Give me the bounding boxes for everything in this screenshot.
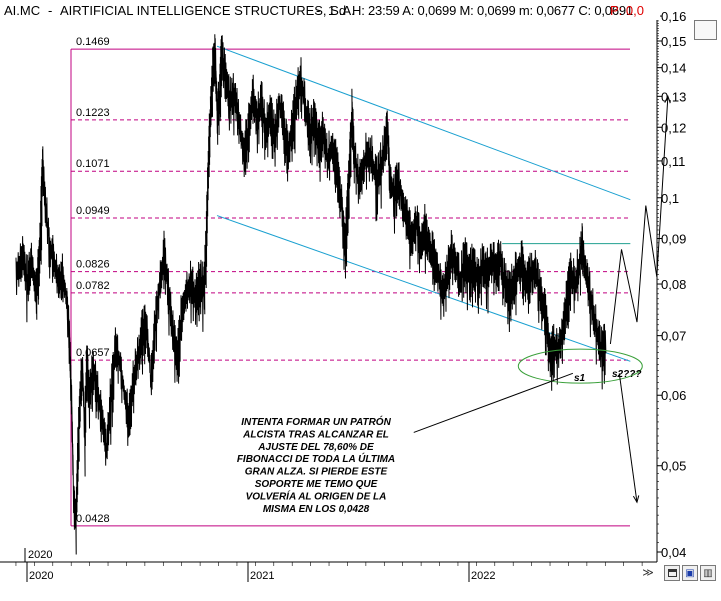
note-line: AJUSTE DEL 78,60% DE xyxy=(257,442,374,453)
arrowhead xyxy=(632,495,640,504)
y-tick-label: 0,16 xyxy=(661,9,686,24)
fib-level-label: 0.0428 xyxy=(76,513,110,525)
note-line: INTENTA FORMAR UN PATRÓN xyxy=(241,415,391,428)
separator: - xyxy=(316,3,321,18)
y-tick-label: 0,08 xyxy=(661,277,686,292)
x-tick-label: 2022 xyxy=(471,570,495,582)
y-tick-label: 0,11 xyxy=(661,154,685,169)
y-tick-label: 0,14 xyxy=(661,61,686,76)
fib-level-label: 0.0782 xyxy=(76,280,110,292)
fib-level-label: 0.0949 xyxy=(76,205,110,217)
note-line: ALCISTA TRAS ALCANZAR EL xyxy=(242,429,389,440)
ohlc-readout: H: 23:59 A: 0,0699 M: 0,0699 m: 0,0677 C… xyxy=(352,3,633,18)
window-icon[interactable] xyxy=(664,565,680,581)
ticker-label: AI.MC xyxy=(4,3,41,18)
note-line: MISMA EN LOS 0,0428 xyxy=(263,504,370,515)
chart-header: AI.MC - AIRTIFICIAL INTELLIGENCE STRUCTU… xyxy=(0,0,660,20)
company-name: AIRTIFICIAL INTELLIGENCE STRUCTURES, S.A… xyxy=(60,3,355,18)
y-tick-label: 0,06 xyxy=(661,388,686,403)
y-tick-label: 0,09 xyxy=(661,231,686,246)
fib-level-label: 0.1223 xyxy=(76,107,110,119)
y-tick-label: 0,1 xyxy=(661,191,679,206)
scroll-right-icon[interactable]: ≫ xyxy=(642,566,654,579)
toolbar-box[interactable] xyxy=(694,20,717,40)
note-pointer-line xyxy=(413,372,574,433)
corner-year-label: 2020 xyxy=(28,549,52,561)
note-line: SOPORTE ME TEMO QUE xyxy=(255,479,378,490)
price-series xyxy=(15,34,607,555)
note-line: FIBONACCI DE TODA LA ÚLTIMA xyxy=(237,452,395,465)
y-tick-label: 0,15 xyxy=(661,34,686,49)
y-tick-label: 0,12 xyxy=(661,120,686,135)
bars-icon[interactable]: ▥ xyxy=(700,565,716,581)
plot-area xyxy=(0,20,657,562)
ohlc-tail: P: 0,0 xyxy=(610,3,644,18)
fib-level-label: 0.1469 xyxy=(76,36,110,48)
y-tick-label: 0,04 xyxy=(661,545,686,560)
price-line xyxy=(15,34,607,555)
x-tick-label: 2021 xyxy=(250,570,274,582)
chart-background xyxy=(0,20,657,562)
axes: 0,040,050,060,070,080,090,10,110,120,130… xyxy=(0,9,686,582)
projection-path-up xyxy=(609,96,669,345)
arrowhead xyxy=(664,95,671,104)
s1-label: s1 xyxy=(574,373,586,384)
note-line: GRAN ALZA. SI PIERDE ESTE xyxy=(245,467,388,478)
fib-level-label: 0.1071 xyxy=(76,158,110,170)
disk-icon[interactable]: ▣ xyxy=(682,565,698,581)
s2-label: s2??? xyxy=(612,369,641,380)
channel-line xyxy=(216,45,631,201)
note-line: VOLVERÍA AL ORIGEN DE LA xyxy=(246,489,387,502)
fib-level-label: 0.0826 xyxy=(76,259,110,271)
interval-label: 1 d xyxy=(328,3,347,18)
y-tick-label: 0,07 xyxy=(661,329,686,344)
separator: - xyxy=(48,3,53,18)
x-tick-label: 2020 xyxy=(29,570,53,582)
y-tick-label: 0,05 xyxy=(661,459,686,474)
support-ellipse xyxy=(517,348,643,384)
projection-path-down xyxy=(618,373,638,503)
